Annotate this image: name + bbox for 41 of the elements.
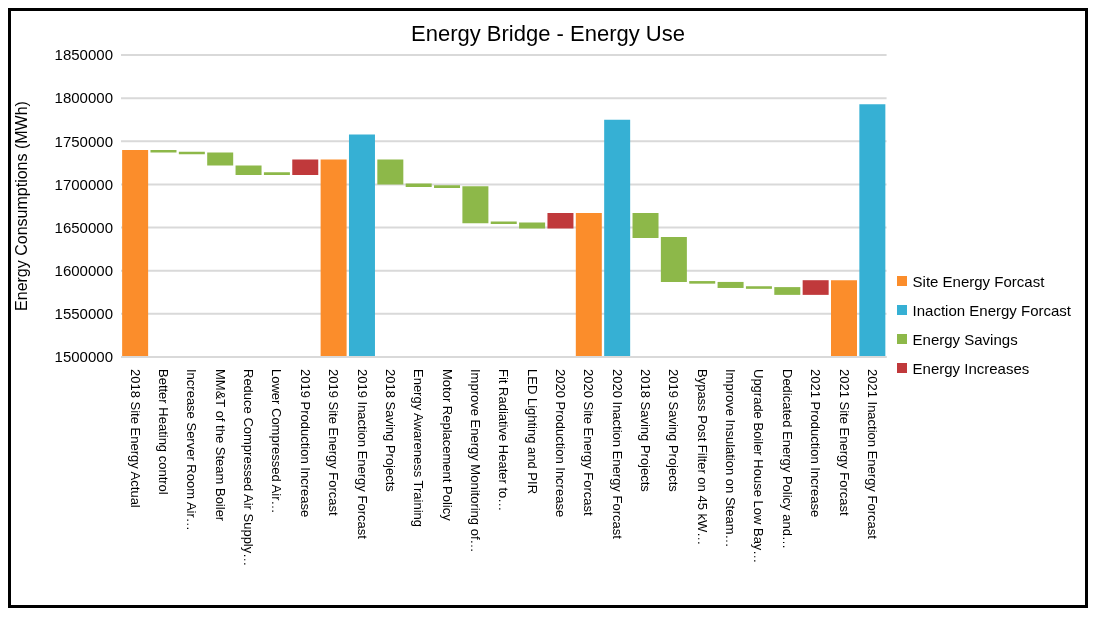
x-tick-label: 2018 Site Energy Actual bbox=[127, 369, 143, 508]
x-tick-label: Upgrade Boiler House Low Bay… bbox=[751, 369, 767, 564]
x-tick-label: 2020 Production Increase bbox=[553, 369, 568, 518]
x-tick-label: 2021 Production Increase bbox=[808, 369, 824, 518]
x-tick-label: Fit Radiative Heater to… bbox=[496, 369, 512, 512]
x-tick-label: 2021 Site Energy Forcast bbox=[836, 369, 852, 517]
x-tick-label: Better Heating control bbox=[156, 369, 172, 495]
x-tick-label: 2019 Inaction Energy Forcast bbox=[354, 369, 370, 540]
x-tick-label: 2018 Saving Projects bbox=[382, 369, 398, 493]
x-tick-label: 2021 Inaction Energy Forcast bbox=[864, 369, 880, 540]
y-tick-label: 1750000 bbox=[54, 132, 113, 150]
x-tick-label: 2020 Site Energy Forcast bbox=[581, 369, 597, 517]
y-tick-label: 1850000 bbox=[54, 46, 113, 64]
x-tick-label: Motor Replacement Policy bbox=[439, 369, 455, 522]
y-tick-label: 1700000 bbox=[54, 175, 113, 193]
x-tick-label: Dedicated Energy Policy and… bbox=[779, 369, 795, 549]
y-tick-label: 1550000 bbox=[54, 305, 113, 323]
x-tick-label: 2019 Site Energy Forcast bbox=[326, 369, 342, 517]
legend-label: Energy Savings bbox=[912, 330, 1018, 348]
x-tick-label: 2019 Production Increase bbox=[297, 369, 313, 518]
legend-label: Energy Increases bbox=[912, 359, 1030, 377]
y-axis-title: Energy Consumptions (MWh) bbox=[12, 101, 30, 311]
chart-title: Energy Bridge - Energy Use bbox=[410, 21, 686, 47]
x-tick-label: Energy Awareness Training bbox=[411, 369, 427, 528]
x-tick-label: 2019 Saving Projects bbox=[666, 369, 682, 493]
x-tick-label: LED Lighting and PIR bbox=[524, 369, 540, 495]
x-tick-label: Reduce Compressed Air Supply… bbox=[241, 369, 257, 567]
legend-label: Inaction Energy Forcast bbox=[912, 301, 1071, 319]
legend-label: Site Energy Forcast bbox=[912, 272, 1045, 290]
y-tick-label: 1800000 bbox=[54, 89, 113, 107]
x-tick-label: Improve Energy Monitoring of… bbox=[467, 369, 483, 553]
y-tick-label: 1500000 bbox=[54, 348, 113, 366]
x-tick-label: Lower Compressed Air… bbox=[269, 369, 285, 514]
y-tick-label: 1650000 bbox=[54, 218, 113, 236]
x-tick-label: MM&T of the Steam Boiler bbox=[212, 369, 228, 522]
x-tick-label: Bypass Post Filter on 45 kW… bbox=[694, 369, 710, 546]
x-tick-label: Increase Server Room Air… bbox=[184, 369, 200, 531]
x-tick-label: Improve Insulation on Steam… bbox=[723, 369, 739, 548]
y-tick-label: 1600000 bbox=[54, 262, 113, 280]
x-tick-label: 2018 Saving Projects bbox=[638, 369, 654, 493]
x-tick-label: 2020 Inaction Energy Forcast bbox=[609, 369, 625, 540]
